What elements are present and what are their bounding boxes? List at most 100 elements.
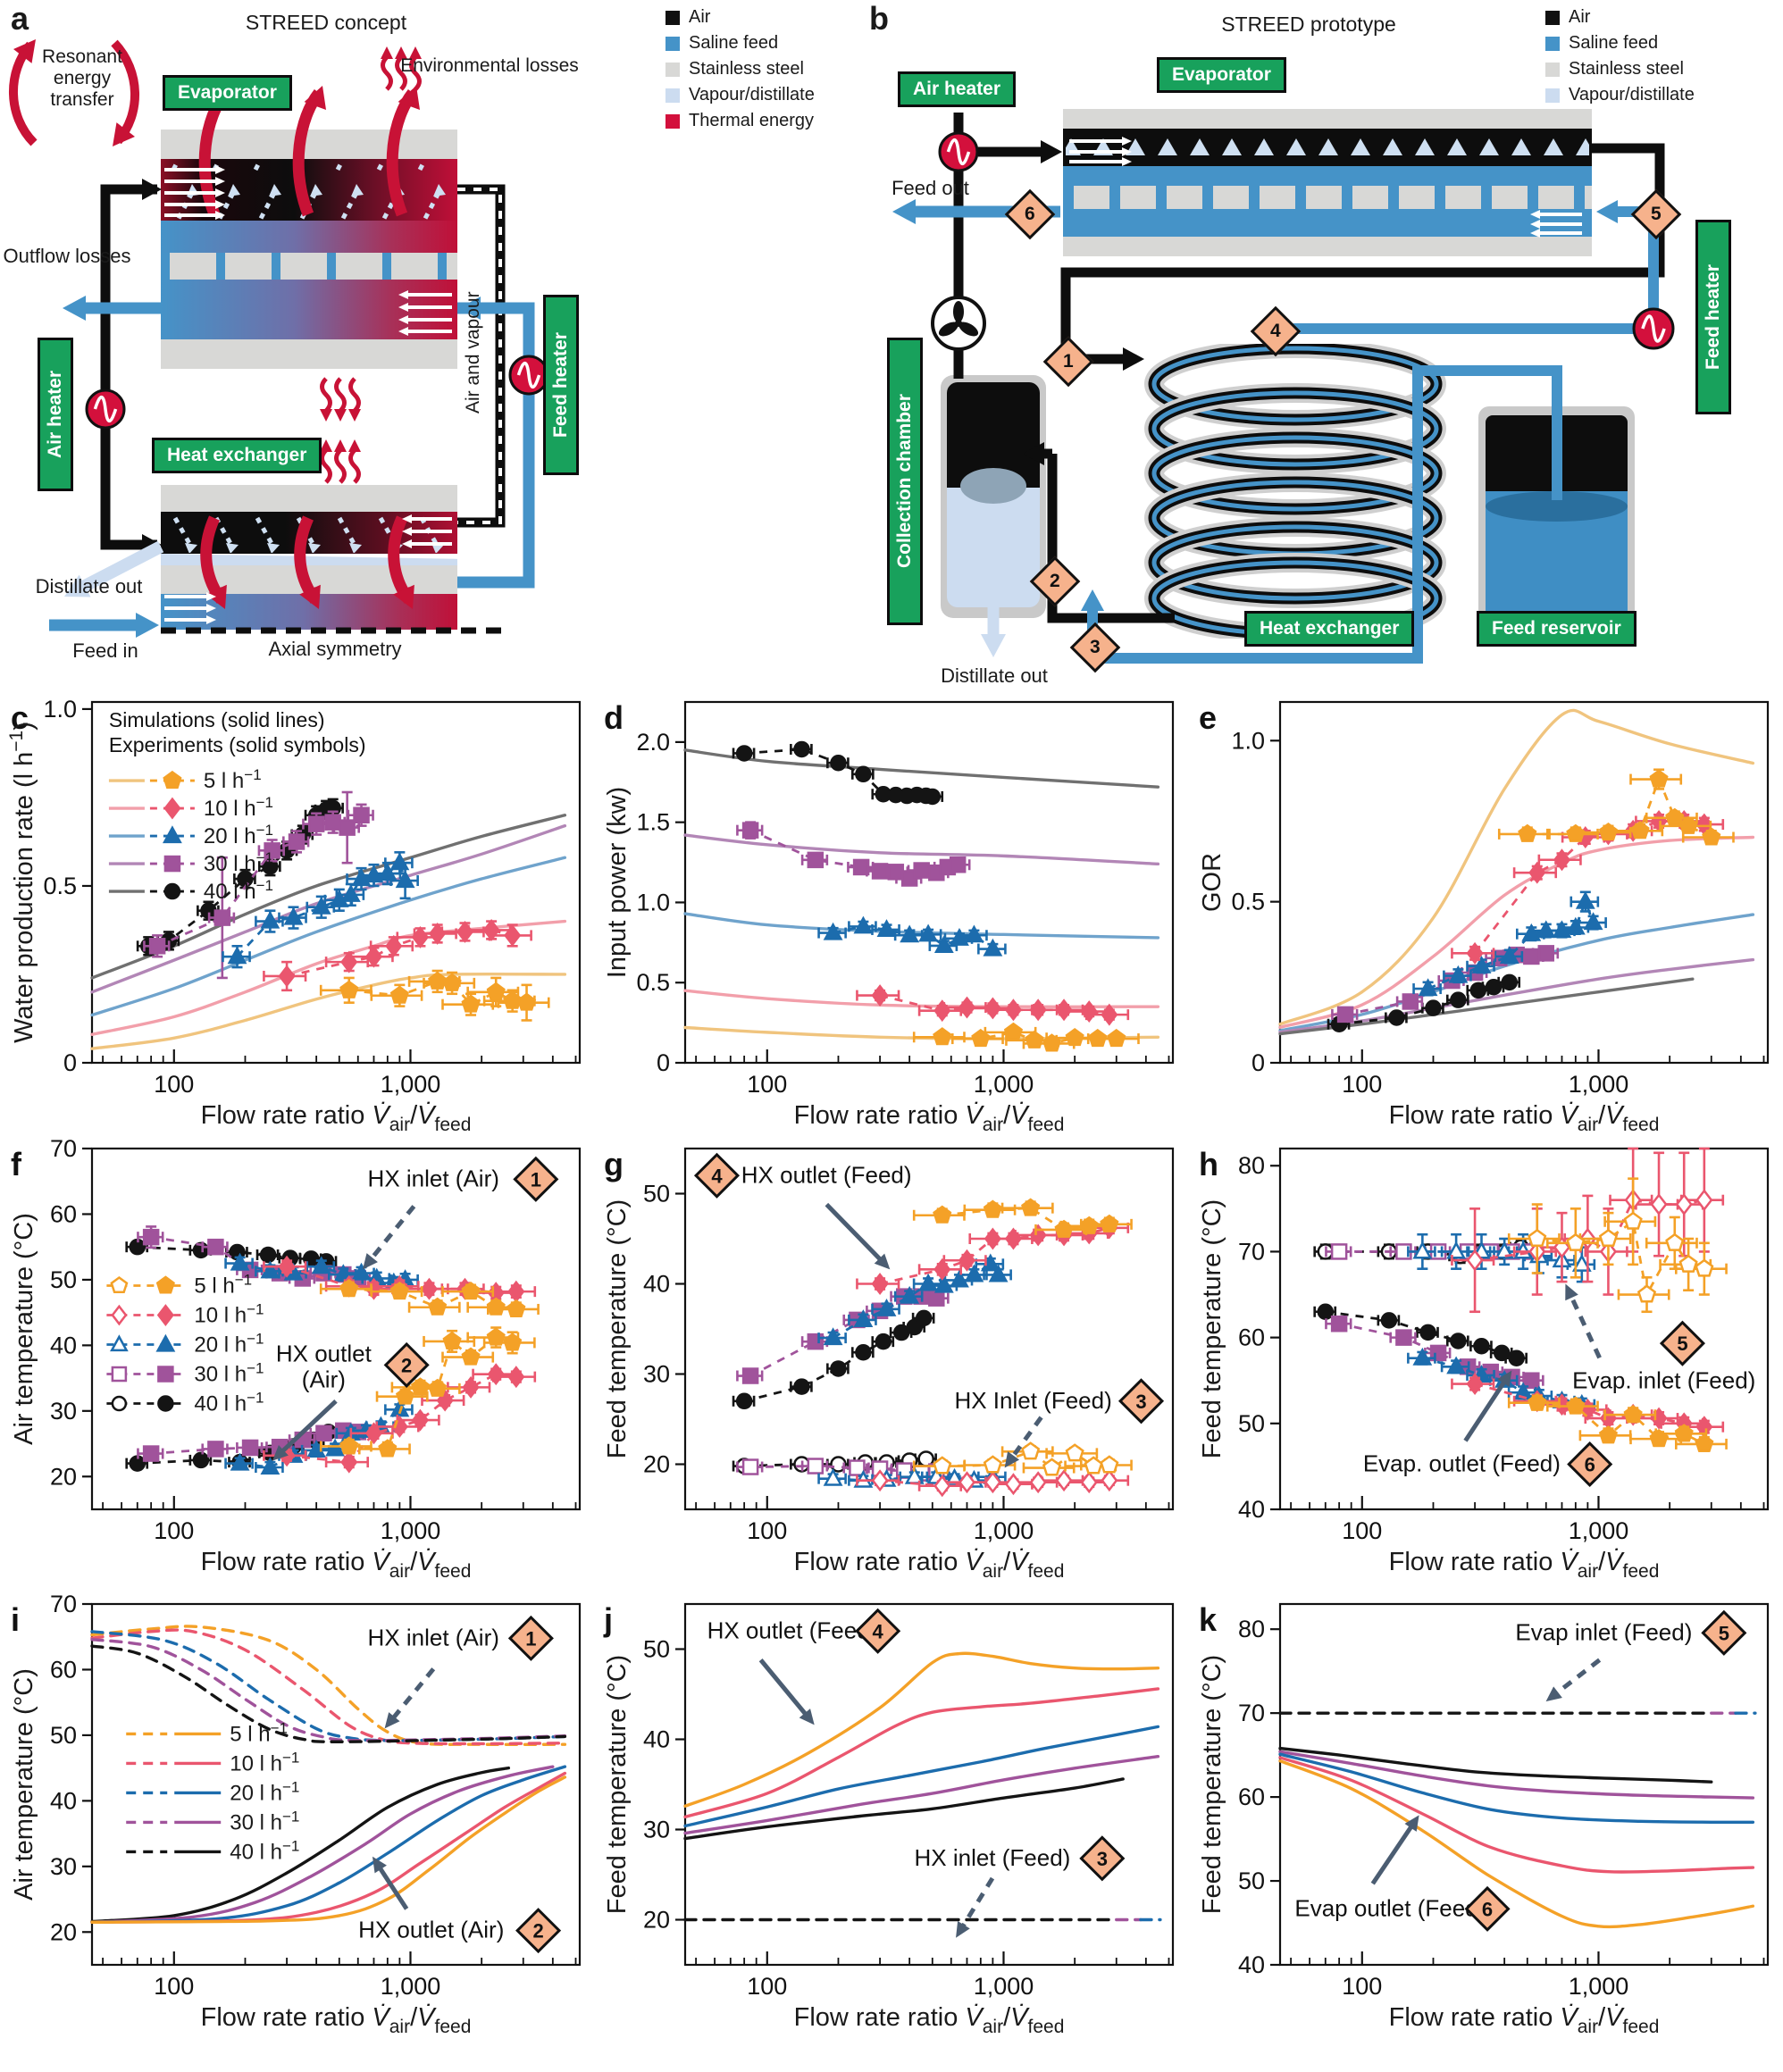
panel-letter-b: b (869, 0, 889, 37)
svg-text:Flow rate ratio V̇air/V̇feed: Flow rate ratio V̇air/V̇feed (794, 1548, 1065, 1582)
panel-f-chart: f 20 30 40 50 60 70 100 1,000 5 l h−1 10 l h−1 20 l… (7, 1136, 592, 1583)
evaporator-assembly-b (1063, 109, 1592, 256)
svg-text:Flow rate ratio V̇air/V̇feed: Flow rate ratio V̇air/V̇feed (794, 2003, 1065, 2037)
svg-text:1.0: 1.0 (636, 889, 670, 915)
svg-text:Experiments (solid symbols): Experiments (solid symbols) (109, 733, 366, 756)
legend-label: Saline feed (689, 33, 779, 53)
svg-text:6: 6 (1585, 1454, 1595, 1476)
svg-text:0: 0 (1251, 1049, 1265, 1076)
svg-text:50: 50 (50, 1266, 77, 1293)
svg-text:40: 40 (643, 1271, 670, 1298)
svg-text:70: 70 (50, 1592, 77, 1617)
svg-text:1: 1 (531, 1168, 541, 1191)
svg-text:30: 30 (50, 1398, 77, 1424)
chart-svg-k: k 40 50 60 70 80 100 1,000 Evap inlet (Feed) 5 Eva… (1198, 1601, 1770, 2037)
svg-text:0.5: 0.5 (1231, 889, 1265, 915)
svg-text:1.5: 1.5 (636, 809, 670, 836)
legend-swatch (1545, 62, 1560, 77)
svg-text:HX outlet (Feed): HX outlet (Feed) (707, 1617, 878, 1643)
svg-text:5 l h−1: 5 l h−1 (194, 1271, 252, 1298)
legend-swatch (665, 62, 680, 77)
distillate-out-label-a: Distillate out (35, 575, 143, 597)
panel-g-chart: g 20 30 40 50 100 1,000 HX outlet (Feed) 4 HX Inl… (600, 1136, 1185, 1583)
feed-in-label: Feed in (72, 639, 138, 662)
chart-svg-d: d 0 0.5 1.0 1.5 2.0 100 1,000 Input power (kw) Fl… (603, 699, 1175, 1135)
svg-text:1,000: 1,000 (1569, 1517, 1629, 1544)
svg-text:1,000: 1,000 (974, 1973, 1034, 2000)
svg-text:HX Inlet (Feed): HX Inlet (Feed) (954, 1387, 1111, 1414)
svg-text:70: 70 (1238, 1700, 1265, 1726)
svg-text:50: 50 (643, 1181, 670, 1207)
evaporator-assembly (161, 130, 457, 371)
svg-text:0: 0 (63, 1049, 77, 1076)
legend-label: Stainless steel (1569, 59, 1684, 79)
chart-svg-g: g 20 30 40 50 100 1,000 HX outlet (Feed) 4 HX Inl… (603, 1146, 1175, 1582)
feed-reservoir-label: Feed reservoir (1477, 611, 1637, 647)
marker-diamond-6: 6 (1004, 188, 1056, 240)
svg-text:30: 30 (50, 1853, 77, 1880)
svg-text:HX inlet (Feed): HX inlet (Feed) (914, 1844, 1070, 1871)
svg-text:40: 40 (50, 1332, 77, 1358)
svg-text:5: 5 (1677, 1333, 1687, 1355)
svg-text:Flow rate ratio V̇air/V̇feed: Flow rate ratio V̇air/V̇feed (1389, 1101, 1660, 1135)
svg-text:Evap inlet (Feed): Evap inlet (Feed) (1515, 1618, 1692, 1645)
svg-text:30: 30 (643, 1817, 670, 1843)
legend-label: Thermal energy (689, 111, 815, 130)
panel-a-title: STREED concept (245, 11, 407, 34)
svg-text:20: 20 (50, 1463, 77, 1490)
svg-text:1,000: 1,000 (1569, 1973, 1629, 2000)
svg-text:60: 60 (50, 1656, 77, 1683)
feed-heater-label-a: Feed heater (543, 295, 579, 475)
legend-swatch (665, 88, 680, 103)
svg-text:2: 2 (532, 1920, 543, 1942)
outflow-losses-label: Outflow losses (3, 245, 131, 267)
svg-text:100: 100 (747, 1517, 787, 1544)
heat-exchanger-assembly (161, 485, 457, 630)
svg-text:50: 50 (1238, 1410, 1265, 1437)
svg-text:80: 80 (1238, 1152, 1265, 1179)
svg-text:j: j (603, 1601, 613, 1638)
legend-swatch (1545, 10, 1560, 25)
coil-heat-exchanger (1144, 344, 1446, 639)
svg-text:g: g (604, 1146, 624, 1182)
svg-text:Evap. inlet (Feed): Evap. inlet (Feed) (1572, 1367, 1755, 1394)
svg-text:40: 40 (50, 1787, 77, 1814)
svg-text:Flow rate ratio V̇air/V̇feed: Flow rate ratio V̇air/V̇feed (201, 2003, 472, 2037)
legend-a: Air Saline feed Stainless steel Vapour/d… (665, 7, 815, 137)
svg-text:100: 100 (1342, 1071, 1382, 1098)
air-and-vapour-label: Air and vapour (463, 291, 483, 414)
panel-d-chart: d 0 0.5 1.0 1.5 2.0 100 1,000 Input power (kw) Fl… (600, 689, 1185, 1136)
svg-text:Feed temperature (°C): Feed temperature (°C) (603, 1655, 632, 1914)
svg-text:Air temperature (°C): Air temperature (°C) (10, 1668, 38, 1901)
svg-text:1,000: 1,000 (381, 1973, 441, 2000)
axial-symmetry-label: Axial symmetry (268, 638, 402, 660)
svg-text:3: 3 (1097, 1848, 1108, 1870)
legend-label: Air (689, 7, 711, 27)
svg-text:2.0: 2.0 (636, 729, 670, 756)
svg-text:20: 20 (50, 1918, 77, 1945)
legend-label: Saline feed (1569, 33, 1659, 53)
svg-text:c: c (11, 699, 29, 736)
svg-text:1.0: 1.0 (1231, 727, 1265, 754)
svg-text:40: 40 (643, 1726, 670, 1753)
svg-text:d: d (604, 699, 624, 736)
panel-b-title: STREED prototype (1221, 13, 1396, 36)
svg-text:70: 70 (50, 1136, 77, 1162)
svg-text:f: f (11, 1146, 22, 1182)
svg-text:10 l h−1: 10 l h−1 (204, 794, 273, 821)
svg-text:30: 30 (643, 1361, 670, 1388)
svg-text:Air temperature (°C): Air temperature (°C) (10, 1213, 38, 1445)
svg-text:3: 3 (1135, 1391, 1146, 1413)
collection-chamber (941, 375, 1046, 618)
svg-text:0.5: 0.5 (636, 969, 670, 996)
svg-text:2: 2 (401, 1354, 412, 1376)
distillate-out-label-b: Distillate out (941, 664, 1048, 687)
svg-text:100: 100 (154, 1071, 194, 1098)
resonant-label: Resonant energy transfer (42, 46, 122, 111)
svg-text:60: 60 (1238, 1324, 1265, 1351)
svg-text:6: 6 (1482, 1898, 1493, 1920)
legend-label: Vapour/distillate (689, 85, 815, 104)
svg-text:5: 5 (1719, 1622, 1729, 1644)
svg-text:HX outlet (Feed): HX outlet (Feed) (741, 1161, 912, 1188)
feed-reservoir (1478, 406, 1635, 625)
